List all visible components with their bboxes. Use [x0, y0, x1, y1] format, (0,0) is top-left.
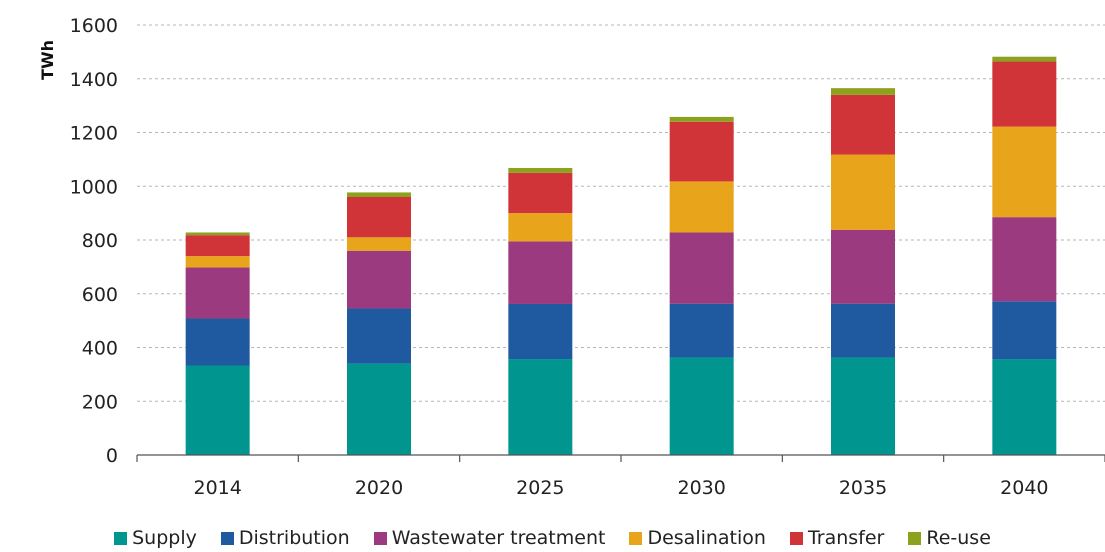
legend-swatch — [789, 531, 803, 545]
bar-segment-desalination-2040 — [992, 126, 1057, 218]
legend-swatch — [629, 531, 643, 545]
bar-segment-distribution-2030 — [669, 303, 734, 358]
bar-segment-distribution-2020 — [347, 308, 411, 364]
y-tick-label: 1200 — [70, 123, 118, 145]
x-tick-label: 2014 — [193, 477, 241, 499]
bar-segment-transfer-2014 — [185, 235, 250, 257]
bar-segment-supply-2030 — [669, 357, 734, 455]
bar-segment-desalination-2014 — [185, 256, 250, 268]
bars — [185, 56, 1057, 455]
legend-label: Transfer — [807, 527, 885, 549]
legend-label: Distribution — [238, 527, 350, 549]
bar-segment-re-use-2020 — [347, 192, 411, 197]
x-axis: 2014 2020 2025 2030 2035 2040 — [136, 454, 1105, 499]
legend-item: Supply — [114, 527, 197, 549]
bar-segment-distribution-2035 — [831, 303, 895, 358]
bar-segment-re-use-2035 — [831, 88, 895, 95]
x-tick-label: 2035 — [839, 477, 887, 499]
bar-segment-distribution-2040 — [992, 301, 1057, 360]
bar-segment-re-use-2025 — [508, 167, 573, 173]
y-tick-label: 0 — [106, 445, 118, 467]
bar-segment-wastewater-treatment-2020 — [347, 250, 411, 309]
bar-segment-supply-2014 — [185, 365, 250, 455]
bar-segment-wastewater-treatment-2035 — [831, 229, 895, 304]
bar-segment-desalination-2030 — [669, 181, 734, 233]
y-tick-labels: 0 200 400 600 800 1000 1200 1400 1600 — [70, 15, 118, 467]
legend-item: Transfer — [789, 527, 885, 549]
bar-segment-wastewater-treatment-2040 — [992, 217, 1057, 302]
bar-segment-supply-2035 — [831, 357, 895, 455]
bar-segment-re-use-2014 — [185, 232, 250, 236]
bar-segment-supply-2020 — [347, 363, 411, 455]
x-tick-label: 2030 — [677, 477, 725, 499]
y-axis-label: TWh — [38, 40, 57, 80]
legend-item: Distribution — [220, 527, 350, 549]
legend-label: Wastewater treatment — [391, 527, 606, 549]
bar-segment-transfer-2030 — [669, 121, 734, 182]
legend-swatch — [373, 531, 387, 545]
bar-segment-desalination-2035 — [831, 154, 895, 230]
y-tick-label: 1400 — [70, 69, 118, 91]
bar-segment-desalination-2020 — [347, 237, 411, 251]
x-tick-label: 2025 — [516, 477, 564, 499]
legend-item: Wastewater treatment — [373, 527, 606, 549]
bar-segment-wastewater-treatment-2014 — [185, 267, 250, 319]
bar-segment-transfer-2035 — [831, 94, 895, 155]
bar-segment-re-use-2040 — [992, 56, 1057, 62]
x-tick-label: 2020 — [355, 477, 403, 499]
legend: Supply Distribution Wastewater treatment De… — [0, 524, 1105, 552]
legend-item: Desalination — [629, 527, 766, 549]
bar-segment-supply-2040 — [992, 359, 1057, 455]
legend-item: Re-use — [908, 527, 991, 549]
x-tick-label: 2040 — [1000, 477, 1048, 499]
bar-segment-re-use-2030 — [669, 116, 734, 122]
y-tick-label: 1000 — [70, 176, 118, 198]
legend-swatch — [220, 531, 234, 545]
bar-segment-distribution-2025 — [508, 303, 573, 360]
legend-label: Supply — [132, 527, 197, 549]
bar-segment-wastewater-treatment-2025 — [508, 241, 573, 304]
bar-segment-transfer-2025 — [508, 172, 573, 214]
y-tick-label: 400 — [82, 338, 118, 360]
y-tick-label: 200 — [82, 391, 118, 413]
grid-lines — [137, 24, 1105, 402]
bar-segment-transfer-2020 — [347, 197, 411, 238]
legend-swatch — [908, 531, 922, 545]
legend-label: Desalination — [647, 527, 766, 549]
bar-segment-supply-2025 — [508, 359, 573, 455]
bar-segment-wastewater-treatment-2030 — [669, 232, 734, 304]
y-tick-label: 600 — [82, 284, 118, 306]
legend-label: Re-use — [926, 527, 991, 549]
bar-segment-distribution-2014 — [185, 318, 250, 366]
y-tick-label: 800 — [82, 230, 118, 252]
legend-swatch — [114, 531, 128, 545]
bar-segment-desalination-2025 — [508, 213, 573, 242]
y-tick-label: 1600 — [70, 15, 118, 37]
bar-segment-transfer-2040 — [992, 61, 1057, 127]
